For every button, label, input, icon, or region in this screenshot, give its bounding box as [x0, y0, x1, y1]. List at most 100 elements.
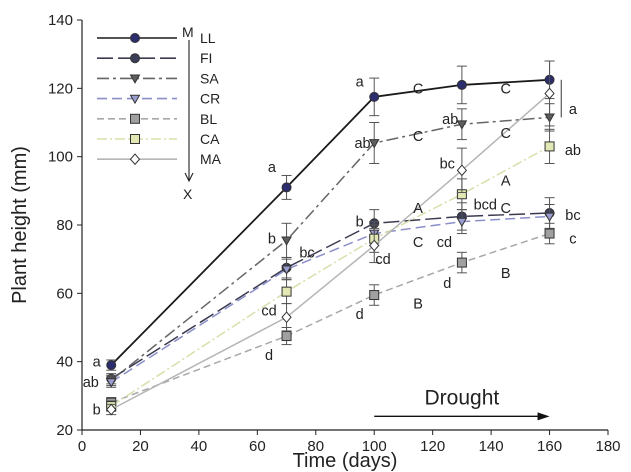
y-tick-label: 100 [48, 149, 73, 166]
x-axis-label: Time (days) [293, 450, 398, 472]
legend-label: FI [200, 50, 212, 66]
significance-letter: bcd [474, 198, 497, 214]
data-point [130, 113, 140, 124]
legend-item-fi: FI [97, 50, 212, 66]
data-point [281, 311, 292, 324]
series-line [110, 116, 550, 382]
series-ll [106, 60, 555, 371]
data-point [544, 87, 555, 100]
significance-letter: A [501, 174, 511, 190]
series-ma [106, 60, 555, 416]
significance-letter: ab [354, 136, 370, 152]
x-tick-label: 60 [249, 438, 266, 455]
legend-label: CA [200, 131, 220, 147]
data-point [456, 217, 468, 228]
significance-letter: cd [437, 235, 452, 251]
x-tick-label: 140 [479, 438, 504, 455]
data-point [544, 141, 555, 152]
significance-letter: b [93, 403, 101, 419]
series-line [110, 232, 550, 404]
significance-letter: B [413, 297, 423, 313]
data-point [544, 228, 555, 239]
significance-letter: d [356, 307, 364, 323]
legend-label: SA [200, 70, 219, 86]
significance-letter: cd [261, 303, 276, 319]
significance-letter: b [268, 232, 276, 248]
data-point [281, 331, 292, 342]
x-tick-label: 0 [78, 438, 86, 455]
significance-letter: a [569, 102, 578, 118]
significance-letter: d [443, 276, 451, 292]
significance-letter: bc [299, 245, 314, 261]
significance-letter: B [501, 266, 511, 282]
significance-letter: C [500, 201, 510, 217]
significance-letter: a [268, 160, 277, 176]
series-layer [105, 60, 555, 416]
x-tick-label: 20 [132, 438, 149, 455]
data-point [130, 134, 140, 144]
x-tick-label: 180 [595, 438, 620, 455]
data-point [456, 164, 468, 177]
legend-item-ca: CA [97, 131, 220, 147]
data-point [369, 239, 380, 252]
significance-letter: C [500, 81, 510, 97]
significance-letter: C [500, 126, 510, 142]
significance-letters: aabbabbccddaabbcddCCACBabbcbcdcddCCACBaa… [83, 75, 581, 419]
series-fi [106, 197, 555, 385]
series-sa [105, 103, 555, 387]
significance-letter: d [265, 348, 273, 364]
legend-label: CR [200, 91, 220, 107]
x-tick-label: 100 [362, 438, 387, 455]
data-point [544, 212, 555, 222]
x-tick-label: 160 [537, 438, 562, 455]
legend-item-bl: BL [97, 111, 217, 127]
series-cr [105, 204, 555, 388]
x-tick-label: 120 [420, 438, 445, 455]
series-ca [106, 128, 555, 412]
significance-letter: A [413, 201, 423, 217]
y-tick-label: 40 [56, 354, 73, 371]
data-point [106, 360, 117, 371]
legend-item-ma: MA [97, 151, 222, 167]
significance-letter: cd [375, 252, 390, 268]
legend-arrow-top-label: M [182, 24, 194, 40]
series-line [110, 212, 550, 380]
significance-letter: b [356, 215, 364, 231]
legend-rows: LL FI SA CR BL CA MA [97, 30, 222, 167]
significance-letter: bc [440, 157, 455, 173]
legend: LL FI SA CR BL CA MA M X [97, 24, 222, 202]
y-tick-label: 80 [56, 217, 73, 234]
data-point [129, 153, 141, 166]
data-point [369, 91, 380, 102]
y-tick-label: 20 [56, 422, 73, 439]
significance-letter: bc [565, 208, 580, 224]
legend-label: BL [200, 111, 217, 127]
legend-item-ll: LL [97, 30, 216, 46]
significance-letter: ab [442, 112, 458, 128]
data-point [129, 94, 141, 105]
data-point [369, 290, 380, 301]
significance-letter: a [356, 75, 365, 91]
significance-letter: C [413, 235, 423, 251]
legend-label: MA [200, 151, 222, 167]
legend-arrow-bottom-label: X [183, 186, 193, 202]
legend-arrow-head [184, 172, 194, 183]
data-point [281, 265, 292, 275]
legend-item-sa: SA [97, 70, 219, 86]
data-point [130, 53, 140, 64]
significance-letter: a [93, 355, 102, 371]
ticks: 0 20 40 60 80 100 120 140 160 180 20 40 60 80 100 120 14… [48, 12, 621, 455]
data-point [456, 79, 467, 90]
y-tick-label: 140 [48, 12, 73, 29]
significance-letter: C [413, 81, 423, 97]
series-line [110, 145, 550, 407]
y-tick-label: 120 [48, 80, 73, 97]
data-point [281, 286, 292, 297]
drought-annotation: Drought [374, 386, 550, 421]
data-point [281, 182, 292, 193]
data-point [368, 139, 380, 149]
x-tick-label: 80 [307, 438, 324, 455]
y-tick-label: 60 [56, 285, 73, 302]
data-point [456, 257, 467, 268]
